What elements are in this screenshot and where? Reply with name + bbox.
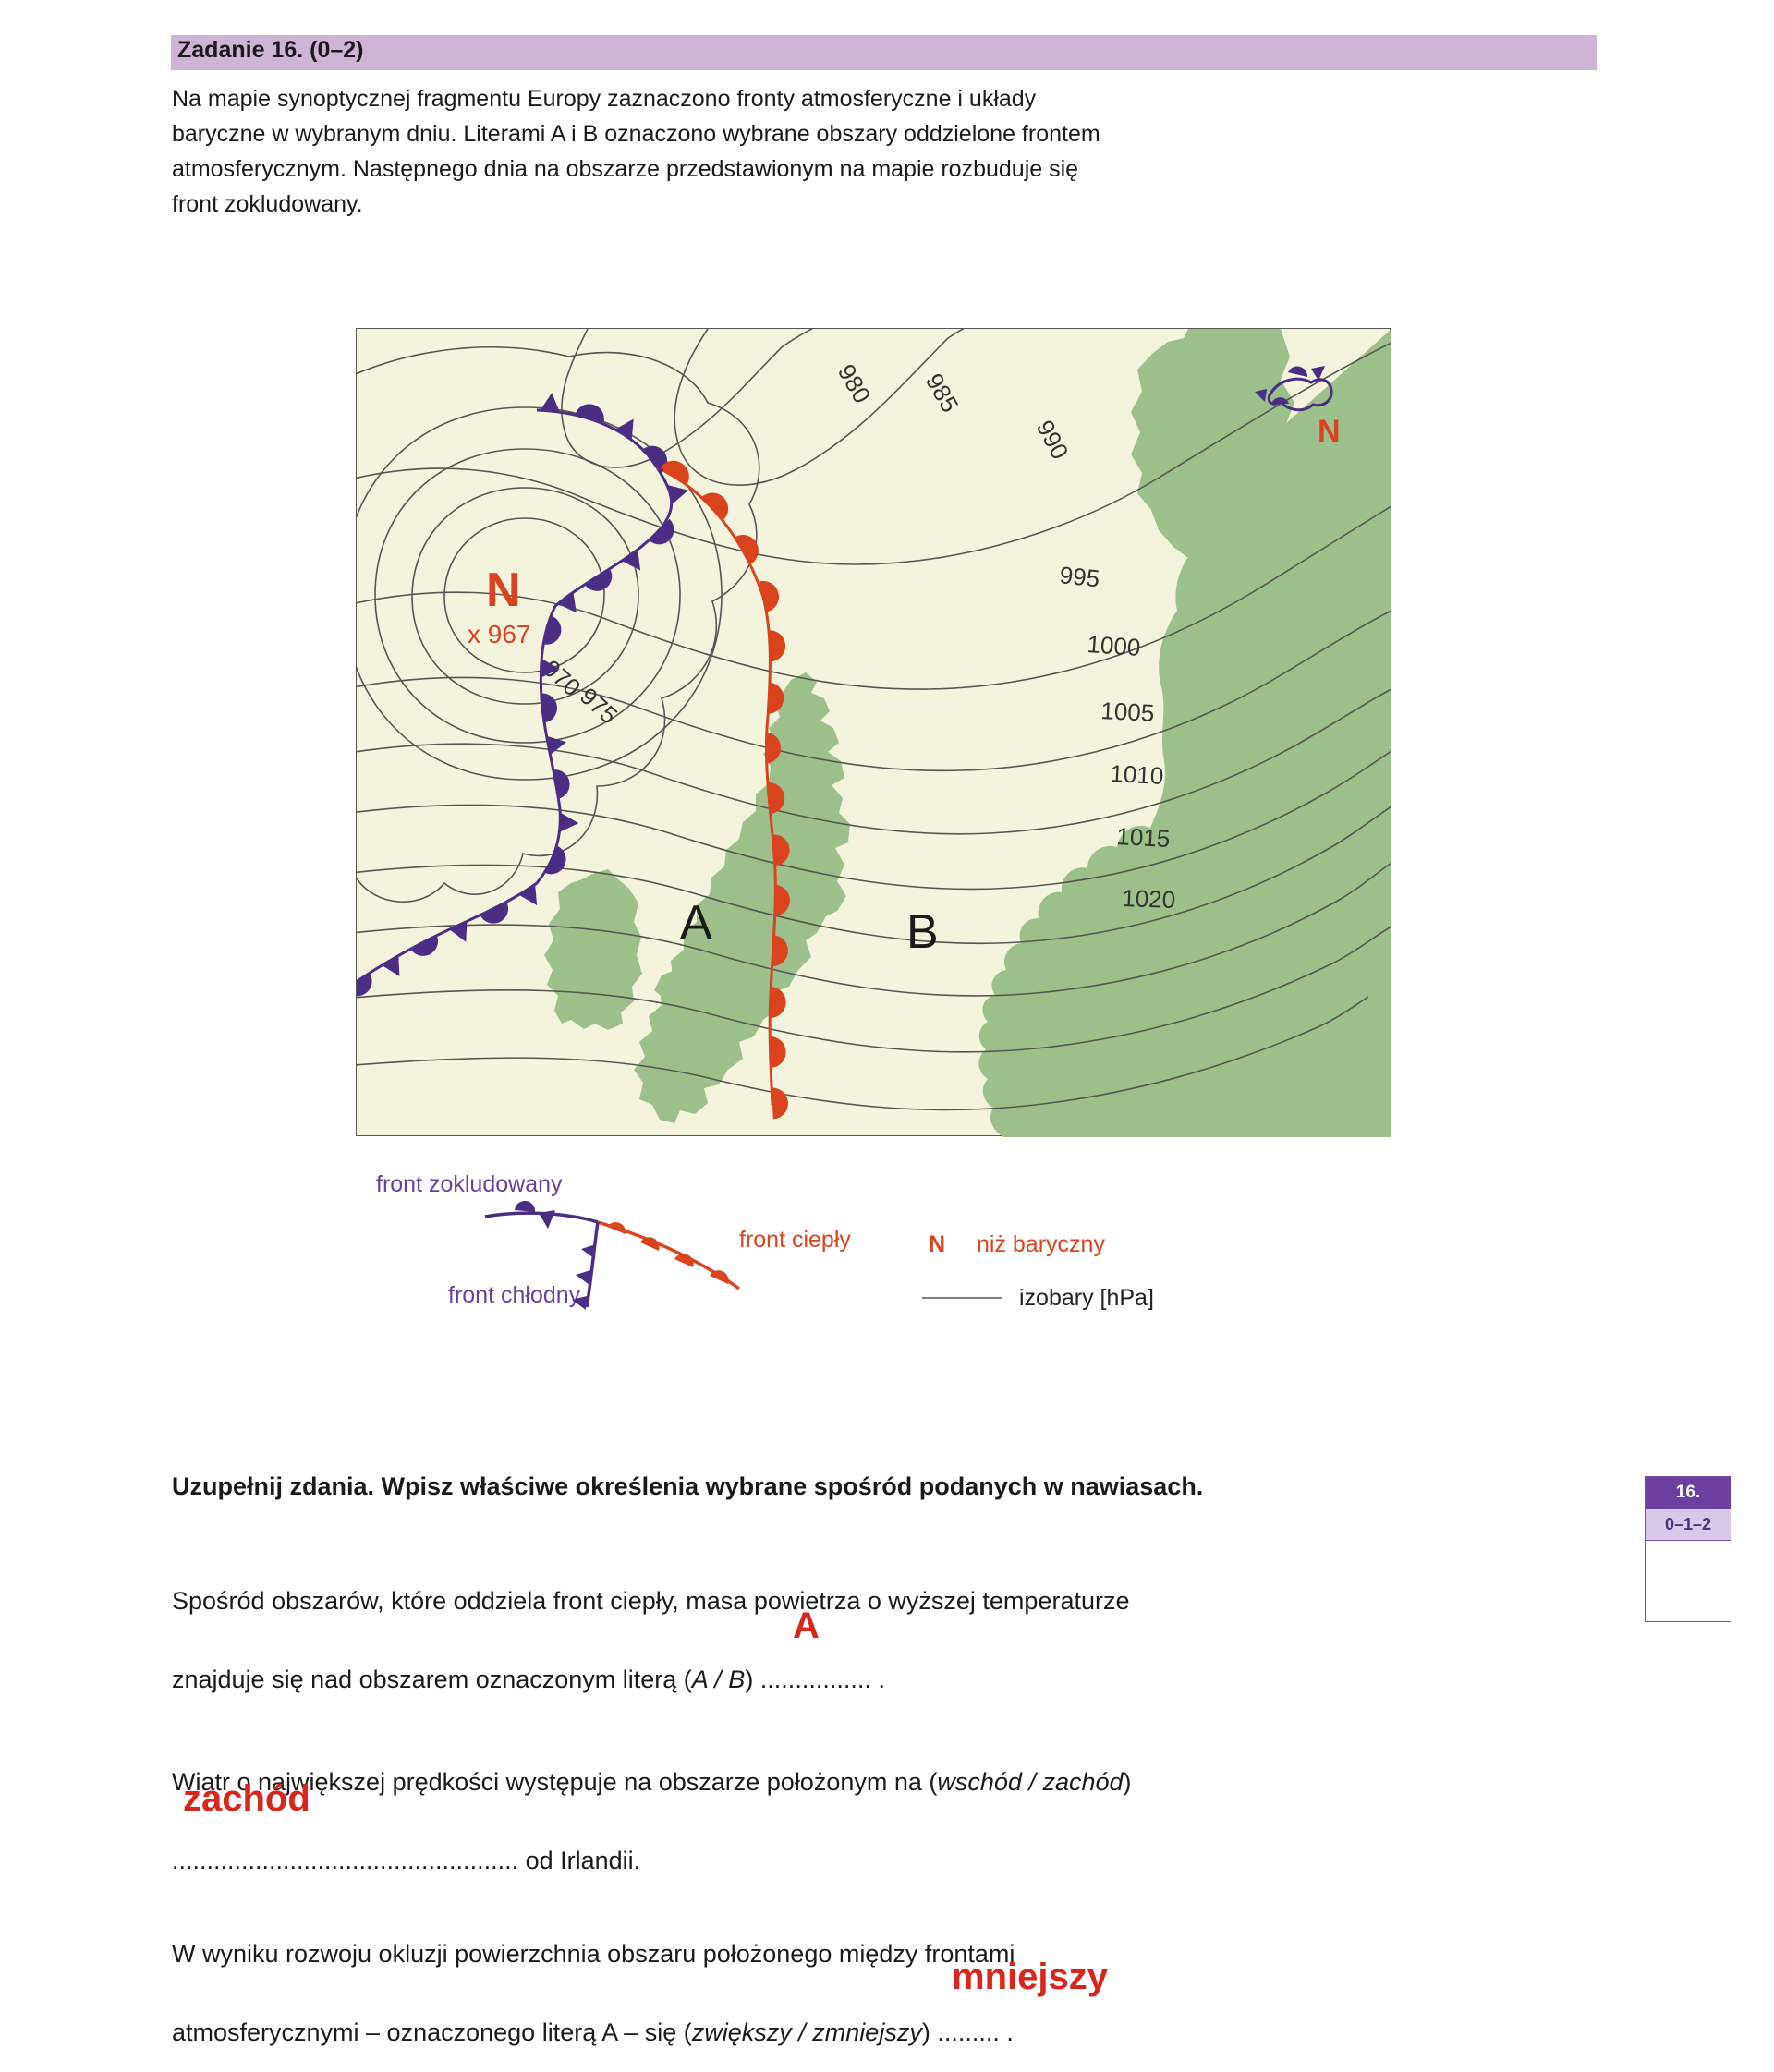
svg-text:B: B	[906, 905, 939, 959]
svg-text:x 967: x 967	[468, 620, 531, 648]
svg-text:front ciepły: front ciepły	[739, 1227, 851, 1253]
svg-text:A: A	[680, 896, 712, 950]
svg-text:N: N	[486, 563, 521, 617]
svg-text:1005: 1005	[1100, 697, 1155, 727]
svg-text:995: 995	[1058, 561, 1100, 592]
svg-text:front zokludowany: front zokludowany	[376, 1171, 563, 1197]
svg-text:980: 980	[832, 359, 877, 408]
svg-text:N: N	[929, 1231, 945, 1257]
svg-text:990: 990	[1031, 416, 1075, 464]
svg-text:N: N	[1318, 414, 1341, 449]
svg-text:1015: 1015	[1116, 822, 1171, 853]
svg-text:1020: 1020	[1122, 884, 1176, 914]
svg-text:1000: 1000	[1087, 630, 1142, 661]
svg-text:front chłodny: front chłodny	[448, 1282, 581, 1308]
svg-text:niż baryczny: niż baryczny	[977, 1231, 1105, 1257]
svg-text:izobary [hPa]: izobary [hPa]	[1019, 1285, 1154, 1311]
svg-text:1010: 1010	[1110, 759, 1164, 790]
svg-text:985: 985	[920, 369, 965, 418]
